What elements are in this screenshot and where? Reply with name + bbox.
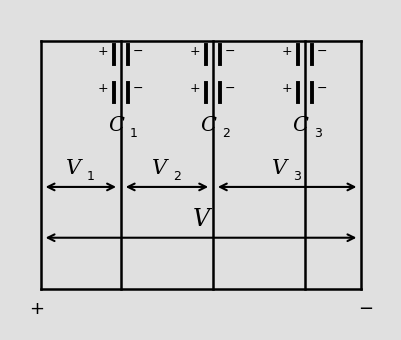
Text: −: − [316, 45, 326, 58]
Text: +: + [97, 82, 107, 95]
Text: 1: 1 [87, 170, 95, 183]
Text: −: − [357, 300, 372, 318]
Text: C: C [200, 116, 216, 135]
Text: V: V [152, 159, 167, 178]
Text: V: V [192, 208, 209, 231]
Text: −: − [224, 82, 235, 95]
Text: 3: 3 [313, 127, 321, 140]
Text: 2: 2 [172, 170, 180, 183]
Text: +: + [29, 300, 44, 318]
Text: C: C [292, 116, 308, 135]
Text: −: − [316, 82, 326, 95]
Text: 2: 2 [221, 127, 229, 140]
Text: −: − [132, 82, 143, 95]
Text: V: V [66, 159, 81, 178]
Text: −: − [224, 45, 235, 58]
Text: +: + [97, 45, 107, 58]
Text: V: V [272, 159, 287, 178]
Text: +: + [281, 45, 291, 58]
Text: +: + [189, 82, 199, 95]
Text: +: + [281, 82, 291, 95]
Text: 3: 3 [292, 170, 300, 183]
Text: −: − [132, 45, 143, 58]
Text: C: C [108, 116, 124, 135]
Text: +: + [189, 45, 199, 58]
Text: 1: 1 [130, 127, 137, 140]
